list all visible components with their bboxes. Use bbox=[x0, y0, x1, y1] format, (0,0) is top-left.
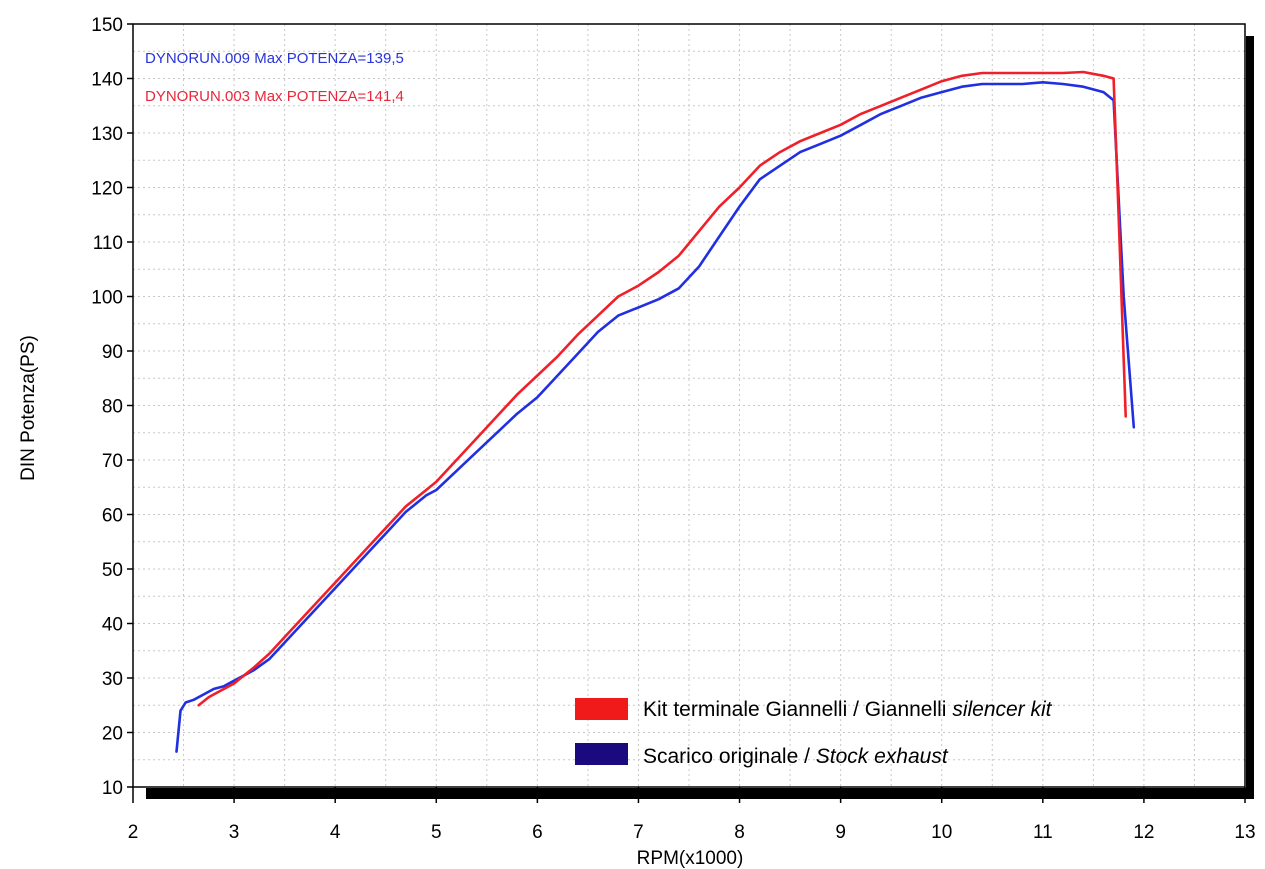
y-tick-label: 30 bbox=[102, 669, 123, 690]
legend-label-stock-main: Scarico originale / bbox=[643, 745, 816, 768]
x-tick-label: 5 bbox=[431, 822, 442, 843]
x-tick-label: 8 bbox=[734, 822, 745, 843]
x-axis-label: RPM(x1000) bbox=[637, 848, 744, 869]
x-tick-label: 11 bbox=[1033, 822, 1053, 843]
y-axis-label: DIN Potenza(PS) bbox=[18, 335, 39, 481]
y-tick-label: 140 bbox=[91, 70, 123, 91]
x-tick-label: 4 bbox=[330, 822, 341, 843]
legend-label-stock-italic: Stock exhaust bbox=[816, 745, 949, 768]
y-tick-label: 80 bbox=[102, 397, 123, 418]
x-tick-label: 7 bbox=[633, 822, 644, 843]
y-tick-label: 20 bbox=[102, 724, 123, 745]
y-tick-label: 70 bbox=[102, 451, 123, 472]
y-tick-label: 50 bbox=[102, 560, 123, 581]
x-tick-label: 13 bbox=[1234, 822, 1255, 843]
series-line-stock bbox=[175, 81, 1136, 753]
legend-label-giannelli-italic: silencer kit bbox=[952, 698, 1052, 721]
y-tick-label: 130 bbox=[91, 124, 123, 145]
legend-swatch-giannelli bbox=[575, 698, 628, 720]
y-tick-label: 120 bbox=[91, 179, 123, 200]
legend: Kit terminale Giannelli / Giannelli sile… bbox=[575, 698, 1053, 768]
x-tick-label: 12 bbox=[1133, 822, 1154, 843]
x-tick-label: 3 bbox=[229, 822, 240, 843]
y-tick-label: 110 bbox=[93, 233, 123, 254]
y-tick-label: 150 bbox=[91, 15, 123, 36]
legend-label-giannelli: Kit terminale Giannelli / Giannelli sile… bbox=[643, 698, 1053, 721]
frame-shadow-bottom bbox=[146, 788, 1254, 799]
y-tick-label: 100 bbox=[91, 288, 123, 309]
legend-label-stock: Scarico originale / Stock exhaust bbox=[643, 745, 949, 768]
series-group bbox=[175, 70, 1136, 753]
grid bbox=[132, 23, 1246, 788]
x-tick-label: 6 bbox=[532, 822, 543, 843]
legend-swatch-stock bbox=[575, 743, 628, 765]
frame-shadow-right bbox=[1246, 36, 1254, 799]
series-line-giannelli bbox=[197, 70, 1127, 707]
plot-frame bbox=[132, 23, 1254, 799]
y-tick-label: 60 bbox=[102, 506, 123, 527]
x-tick-label: 10 bbox=[931, 822, 952, 843]
legend-label-giannelli-main: Kit terminale Giannelli / Giannelli bbox=[643, 698, 952, 721]
annotation-dynorun-009: DYNORUN.009 Max POTENZA=139,5 bbox=[145, 50, 404, 67]
y-tick-label: 90 bbox=[102, 342, 123, 363]
y-tick-label: 40 bbox=[102, 615, 123, 636]
x-tick-label: 2 bbox=[128, 822, 139, 843]
x-tick-label: 9 bbox=[835, 822, 846, 843]
y-tick-label: 10 bbox=[102, 778, 123, 799]
annotation-dynorun-003: DYNORUN.003 Max POTENZA=141,4 bbox=[145, 88, 404, 105]
tick-labels: 2 3 4 5 6 7 8 9 10 11 12 13 10 20 30 40 50 60 70 80 90 100 110… bbox=[91, 15, 1255, 843]
